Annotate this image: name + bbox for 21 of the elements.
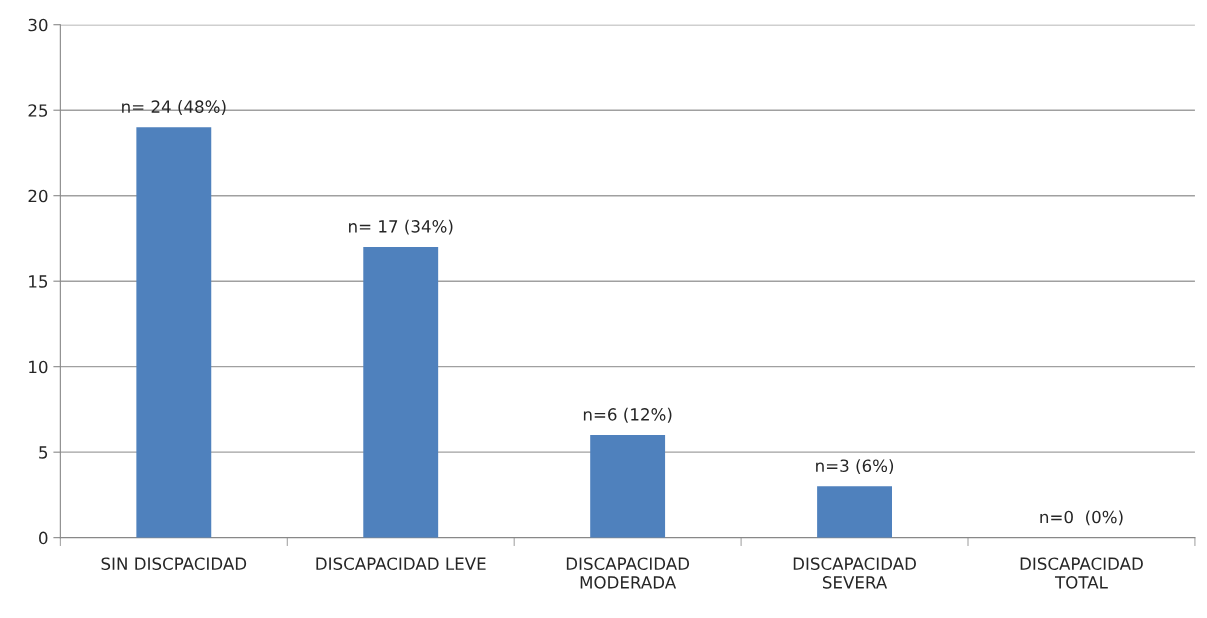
data-label: n= 24 (48%) <box>122 100 226 115</box>
y-tick-label: 5 <box>39 446 48 459</box>
y-tick-label: 0 <box>39 531 48 545</box>
x-tick-label: DISCAPACIDAD TOTAL <box>1020 557 1143 589</box>
y-tick-label: 20 <box>28 189 48 203</box>
data-label: n=6 (12%) <box>583 407 672 423</box>
x-tick-label: DISCAPACIDAD SEVERA <box>793 557 916 589</box>
bar <box>363 246 439 538</box>
y-tick-label: 10 <box>29 360 48 374</box>
data-label: n=0 (0%) <box>1040 510 1123 526</box>
data-label: n= 17 (34%) <box>349 219 453 235</box>
y-tick-label: 30 <box>28 18 48 32</box>
y-tick-label: 15 <box>29 275 48 288</box>
x-tick-label: DISCAPACIDAD LEVE <box>316 557 486 571</box>
x-tick-label: SIN DISCPACIDAD <box>101 557 247 571</box>
bar <box>136 127 212 538</box>
bar <box>817 486 892 538</box>
y-tick-label: 25 <box>28 104 48 117</box>
data-label: n=3 (6%) <box>816 459 894 474</box>
bar <box>590 435 666 538</box>
x-tick-label: DISCAPACIDAD MODERADA <box>566 557 690 589</box>
